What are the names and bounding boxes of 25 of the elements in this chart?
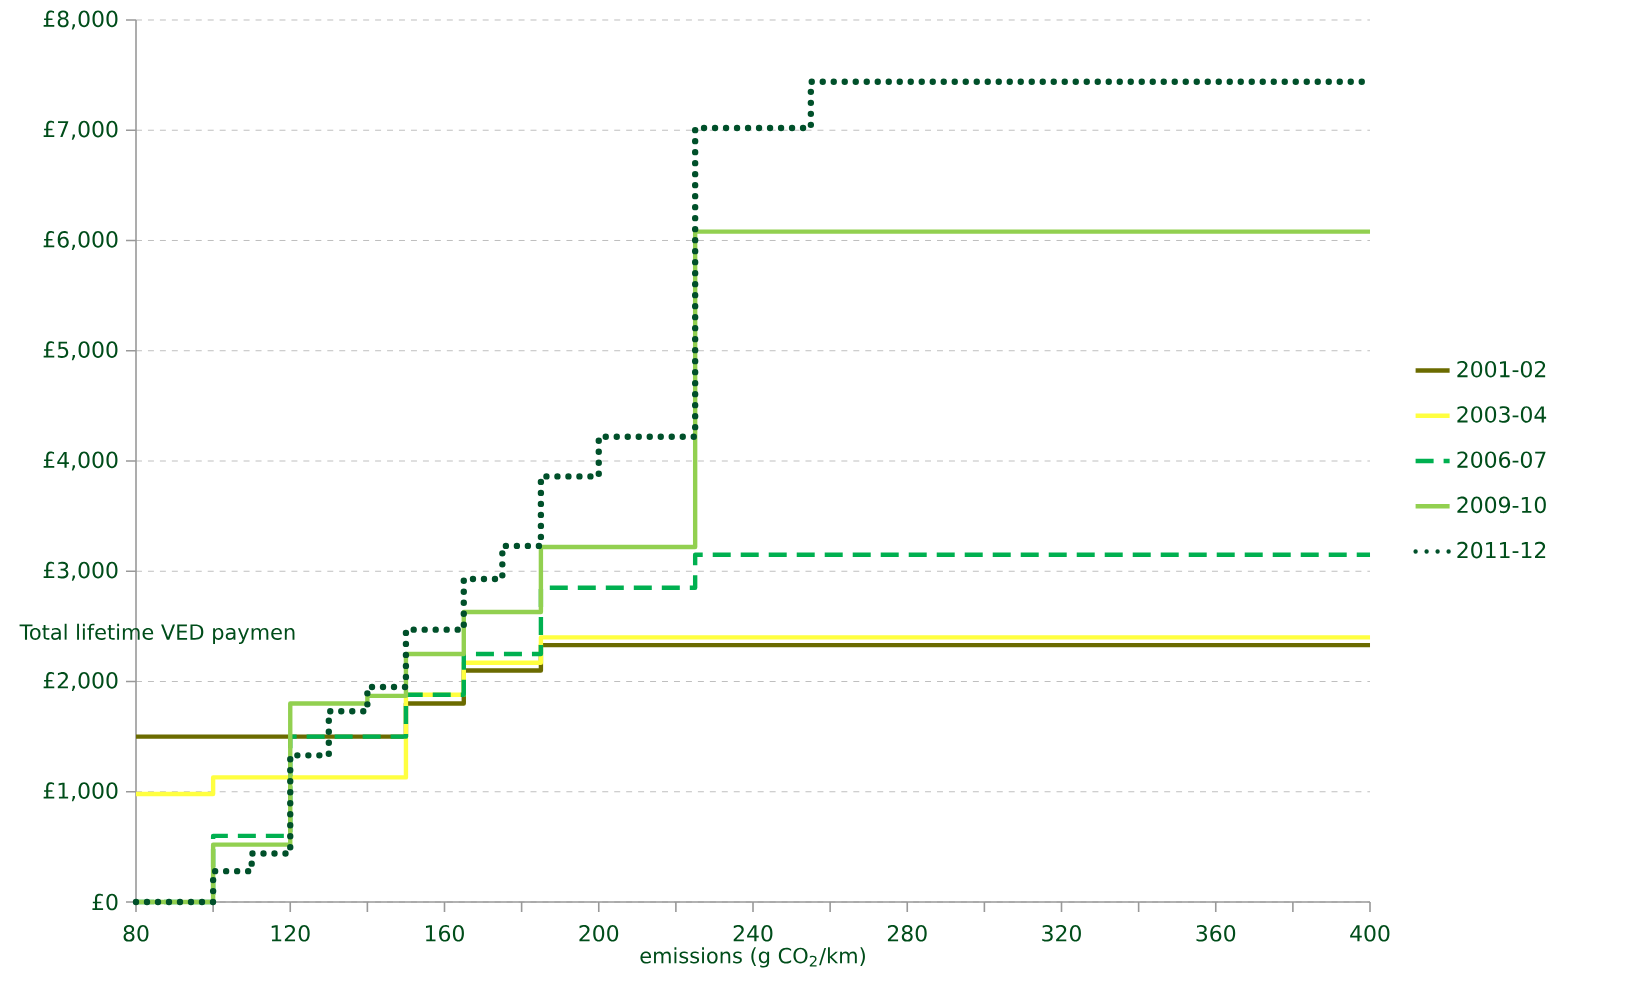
y-tick-label: £2,000 [43, 672, 118, 691]
y-tick-label: £0 [92, 893, 118, 911]
x-tick-label: 80 [123, 925, 149, 942]
y-tick-label: £7,000 [43, 120, 118, 140]
y-tick-label: £5,000 [43, 341, 118, 361]
x-tick-label: 160 [425, 925, 464, 942]
x-axis-title: emissions (g CO$_{2}$/km) [640, 947, 865, 968]
x-tick-label: 240 [733, 925, 773, 942]
y-tick-label: £4,000 [43, 451, 118, 471]
x-tick-label: 280 [887, 925, 927, 942]
x-tick-label: 320 [1042, 925, 1081, 942]
x-tick-label: 200 [579, 925, 619, 942]
x-tick-label: 360 [1196, 925, 1236, 942]
legend-label: 2011-12 [1457, 541, 1546, 559]
legend-label: 2009-10 [1457, 496, 1546, 514]
x-tick-label: 120 [271, 925, 310, 942]
legend-label: 2006-07 [1457, 451, 1546, 468]
y-tick-label: £3,000 [43, 561, 118, 581]
y-tick-label: £6,000 [43, 231, 118, 250]
legend-label: 2001-02 [1457, 360, 1546, 378]
y-tick-label: £8,000 [43, 10, 118, 30]
x-tick-label: 400 [1350, 925, 1390, 942]
legend-label: 2003-04 [1457, 406, 1547, 423]
y-tick-label: £1,000 [43, 782, 118, 802]
y-axis-title: Total lifetime VED paymen [19, 623, 295, 644]
